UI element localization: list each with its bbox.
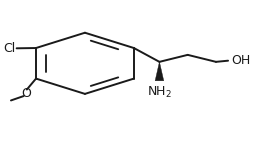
Text: O: O	[21, 87, 31, 100]
Text: NH$_2$: NH$_2$	[147, 84, 172, 100]
Text: OH: OH	[231, 54, 250, 67]
Polygon shape	[155, 62, 164, 81]
Text: Cl: Cl	[3, 42, 15, 55]
